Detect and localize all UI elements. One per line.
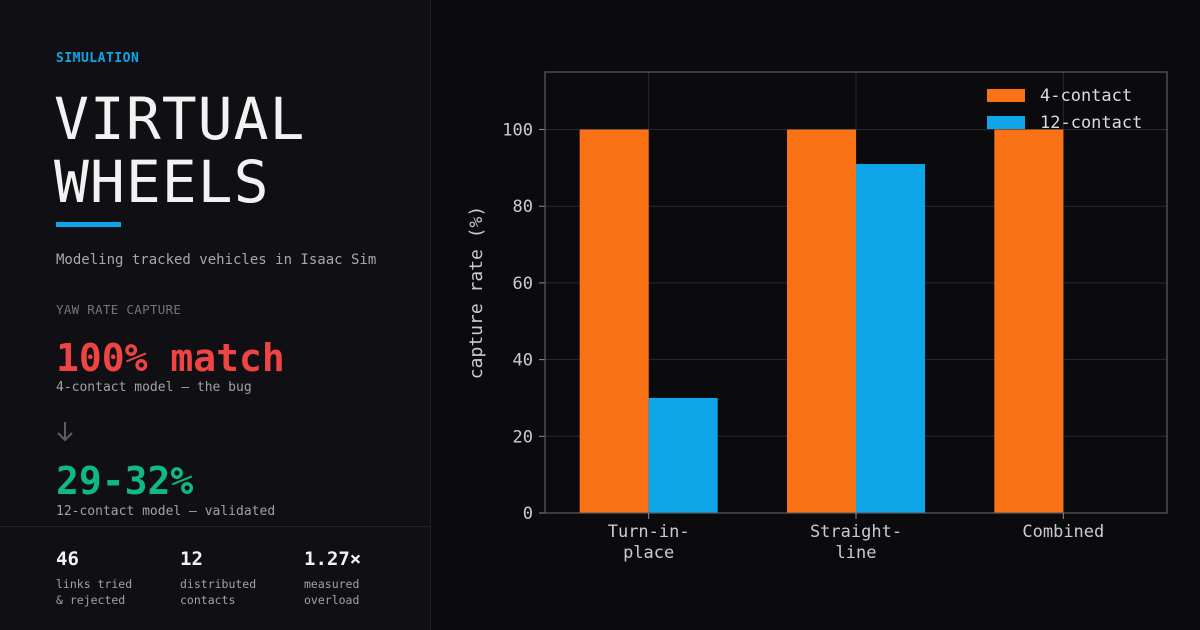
title-underline xyxy=(56,222,121,227)
bar-4-contact xyxy=(994,129,1064,514)
counter-value: 12 xyxy=(180,548,203,570)
before-stat: 100% match xyxy=(56,336,285,380)
after-caption: 12-contact model — validated xyxy=(56,504,276,519)
x-tick-label: Combined xyxy=(1022,522,1104,542)
page-title: VIRTUAL WHEELS xyxy=(54,88,305,214)
counter-links: 46 links tried & rejected xyxy=(56,548,132,608)
counter-value: 46 xyxy=(56,548,79,570)
arrow-down-icon xyxy=(57,422,73,442)
legend-label: 12-contact xyxy=(1040,113,1142,133)
counter-contacts: 12 distributed contacts xyxy=(180,548,256,608)
bar-4-contact xyxy=(787,129,856,514)
subtitle: Modeling tracked vehicles in Isaac Sim xyxy=(56,252,377,268)
section-label: SIMULATION xyxy=(56,51,140,66)
y-tick-label: 20 xyxy=(513,427,533,447)
x-tick-label: Straight- xyxy=(810,522,902,542)
bar-12-contact xyxy=(856,164,925,513)
chart-panel: 0 20 40 60 80 100 Turn-in-place Straight-line Co… xyxy=(432,0,1200,630)
y-tick-label: 60 xyxy=(513,274,533,294)
y-tick-label: 80 xyxy=(513,197,533,217)
counter-value: 1.27× xyxy=(304,548,362,570)
counter-desc: links tried & rejected xyxy=(56,577,133,607)
legend-label: 4-contact xyxy=(1040,86,1132,106)
left-panel: SIMULATION VIRTUAL WHEELS Modeling track… xyxy=(0,0,431,630)
y-axis-title: capture rate (%) xyxy=(466,206,487,379)
after-stat: 29-32% xyxy=(56,459,194,503)
counter-desc: measured overload xyxy=(304,577,360,607)
y-tick-label: 40 xyxy=(513,351,533,371)
before-caption: 4-contact model — the bug xyxy=(56,380,252,395)
y-tick-label: 0 xyxy=(523,504,533,524)
x-tick-label: Turn-in- xyxy=(608,522,690,542)
metric-label: YAW RATE CAPTURE xyxy=(56,302,182,317)
counter-overload: 1.27× measured overload xyxy=(304,548,361,608)
counter-desc: distributed contacts xyxy=(180,577,257,607)
title-line-2: WHEELS xyxy=(54,148,270,216)
bar-12-contact xyxy=(648,397,718,513)
bar-chart: 0 20 40 60 80 100 Turn-in-place Straight-line Co… xyxy=(466,71,1168,563)
title-line-1: VIRTUAL xyxy=(54,85,306,153)
divider xyxy=(0,526,431,527)
legend-swatch xyxy=(987,116,1025,129)
bar-4-contact xyxy=(579,129,649,514)
x-tick-label: place xyxy=(623,543,674,563)
x-tick-label: line xyxy=(836,543,877,563)
legend-swatch xyxy=(987,89,1025,102)
y-tick-label: 100 xyxy=(502,121,533,141)
